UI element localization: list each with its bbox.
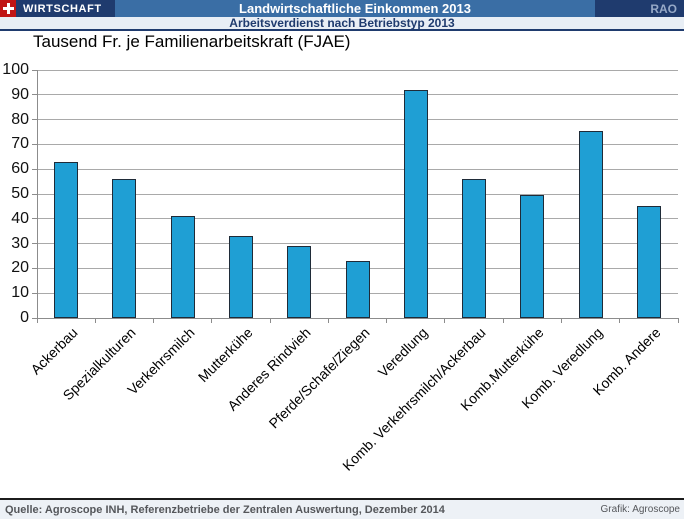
x-axis-tick <box>327 318 329 323</box>
y-axis-tick <box>32 69 37 71</box>
y-axis-tick <box>32 193 37 195</box>
y-axis-tick <box>32 292 37 294</box>
header-divider <box>0 29 684 31</box>
gridline <box>37 143 678 145</box>
x-axis-tick <box>269 318 271 323</box>
footer-bar: Quelle: Agroscope INH, Referenzbetriebe … <box>0 500 684 519</box>
y-axis-tick <box>32 317 37 319</box>
bar <box>636 206 661 318</box>
bar <box>578 130 603 318</box>
x-axis-tick <box>36 318 38 323</box>
header-bar: WIRTSCHAFT Landwirtschaftliche Einkommen… <box>0 0 684 17</box>
bar <box>403 89 428 318</box>
gridline <box>37 218 678 220</box>
y-axis-tick <box>32 168 37 170</box>
swiss-flag-icon <box>0 0 16 17</box>
x-axis-tick <box>619 318 621 323</box>
section-label: WIRTSCHAFT <box>16 0 115 17</box>
bar <box>520 195 545 318</box>
y-axis-tick <box>32 119 37 121</box>
y-axis-tick <box>32 267 37 269</box>
chart-title: Tausend Fr. je Familienarbeitskraft (FJA… <box>33 32 351 51</box>
x-axis-tick <box>677 318 679 323</box>
y-axis-label: 60 <box>11 160 29 178</box>
y-axis <box>37 70 38 318</box>
channel-code: RAO <box>595 0 684 17</box>
gridline <box>37 69 678 71</box>
credit-note: Grafik: Agroscope <box>600 504 680 515</box>
y-axis-label: 10 <box>11 284 29 302</box>
subtitle-bar: Arbeitsverdienst nach Betriebstyp 2013 <box>0 17 684 29</box>
footer-divider <box>0 498 684 500</box>
x-axis-tick <box>502 318 504 323</box>
y-axis-tick <box>32 143 37 145</box>
bar <box>287 246 312 318</box>
bar <box>112 179 137 318</box>
source-note: Quelle: Agroscope INH, Referenzbetriebe … <box>5 503 445 516</box>
y-axis-label: 80 <box>11 110 29 128</box>
y-axis-tick <box>32 243 37 245</box>
gridline <box>37 119 678 121</box>
y-axis-label: 90 <box>11 85 29 103</box>
y-axis-tick <box>32 218 37 220</box>
x-axis-label: Spezialkulturen <box>60 324 140 404</box>
x-axis-tick <box>560 318 562 323</box>
bar <box>228 236 253 318</box>
bar <box>54 161 79 318</box>
x-axis-tick <box>153 318 155 323</box>
y-axis-label: 0 <box>20 309 29 326</box>
x-axis-tick <box>386 318 388 323</box>
y-axis-label: 20 <box>11 259 29 277</box>
y-axis-label: 50 <box>11 185 29 202</box>
y-axis-label: 30 <box>11 234 29 252</box>
gridline <box>37 168 678 170</box>
y-axis-label: 70 <box>11 135 29 153</box>
gridline <box>37 94 678 96</box>
bar <box>345 260 370 318</box>
x-axis-tick <box>94 318 96 323</box>
header-title: Landwirtschaftliche Einkommen 2013 <box>115 0 595 17</box>
gridline <box>37 193 678 195</box>
y-axis-tick <box>32 94 37 96</box>
y-axis-label: 100 <box>2 61 29 78</box>
x-axis-tick <box>444 318 446 323</box>
y-axis-label: 40 <box>11 209 29 227</box>
x-axis <box>37 318 678 319</box>
x-axis-tick <box>211 318 213 323</box>
bar <box>462 179 487 318</box>
bar <box>170 216 195 318</box>
gridline <box>37 243 678 245</box>
